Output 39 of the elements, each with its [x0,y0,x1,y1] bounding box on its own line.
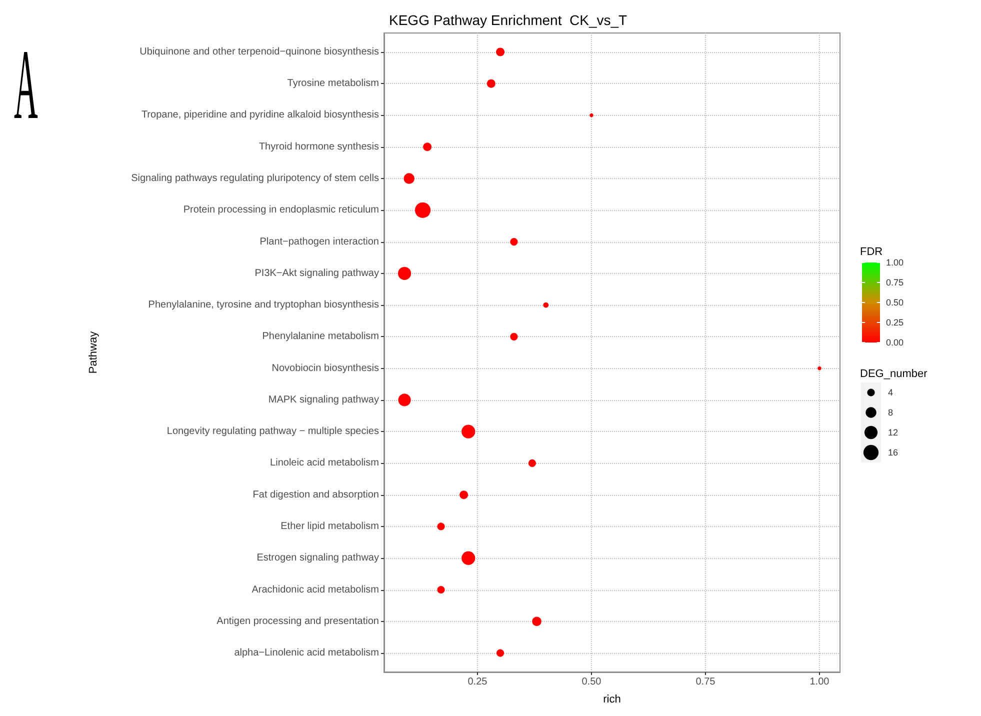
color-bar-label: 0.75 [886,278,904,288]
y-tick-label: Arachidonic acid metabolism [252,584,379,596]
x-tick-label: 1.00 [810,676,830,688]
y-tick-label: alpha−Linolenic acid metabolism [234,648,379,659]
legend-label: 8 [888,408,894,418]
color-bar-label: 0.50 [886,298,904,308]
x-tick-label: 0.50 [582,676,602,688]
y-tick-label: Antigen processing and presentation [216,616,379,627]
x-tick-label: 0.75 [696,676,716,688]
legend-title: DEG_number [860,368,928,380]
y-axis-title: Pathway [88,330,100,374]
y-tick-label: Phenylalanine metabolism [262,331,379,342]
color-bar-label: 1.00 [886,258,904,268]
y-tick-label: PI3K−Akt signaling pathway [254,268,379,279]
y-tick-label: Protein processing in endoplasmic reticulum [183,204,379,216]
y-tick-label: Plant−pathogen interaction [260,236,379,248]
y-tick-label: Novobiocin biosynthesis [272,362,379,374]
color-bar-title: FDR [860,246,883,258]
text: A [14,30,38,142]
color-bar-label: 0.00 [886,338,904,348]
x-axis-title: rich [603,694,621,706]
y-tick-label: Tropane, piperidine and pyridine alkaloid biosynthesis [141,110,379,121]
y-tick-label: Ether lipid metabolism [280,520,379,532]
y-tick-label: Fat digestion and absorption [252,489,379,500]
x-tick-label: 0.25 [468,676,488,688]
y-tick-label: Signaling pathways regulating pluripotency of stem cells [131,173,379,184]
color-bar-label: 0.25 [886,318,904,328]
legend-label: 16 [888,448,898,458]
y-tick-label: Longevity regulating pathway − multiple species [166,426,379,438]
y-tick-label: Estrogen signaling pathway [256,552,379,564]
legend-label: 4 [888,388,894,398]
y-tick-label: Phenylalanine, tyrosine and tryptophan biosynthesis [148,300,379,311]
y-tick-label: Linoleic acid metabolism [270,458,379,469]
y-tick-label: Tyrosine metabolism [287,78,379,90]
legend-label: 12 [888,428,898,438]
chart-title: KEGG Pathway Enrichment CK_vs_T [389,12,628,28]
y-tick-label: Ubiquinone and other terpenoid−quinone biosynthesis [140,46,379,58]
y-tick-label: Thyroid hormone synthesis [258,141,379,152]
y-tick-label: MAPK signaling pathway [268,394,379,406]
